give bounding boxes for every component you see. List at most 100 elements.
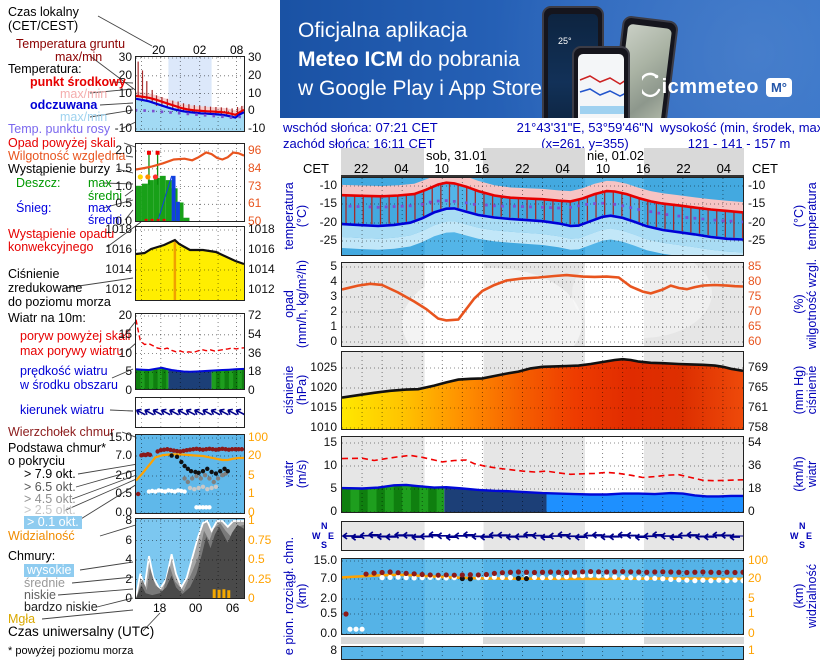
legend-rain-max: max xyxy=(88,176,112,190)
night-band xyxy=(483,637,586,644)
hour-tick: 16 xyxy=(635,161,651,176)
legend-temp-mid: punkt środkowy xyxy=(30,75,126,89)
axis-tick: 0 xyxy=(748,626,755,640)
axis-tick: 18 xyxy=(748,481,762,495)
legend-ground-temp-maxmin: max/min xyxy=(55,50,103,64)
axis-tick: 0 xyxy=(748,504,755,518)
axis-tick: 20 xyxy=(748,571,762,585)
axis-label: (mm Hg) ciśnienie xyxy=(792,365,819,415)
axis-tick: 18 xyxy=(248,364,262,379)
axis-tick: 1 xyxy=(248,486,255,500)
legend-wind10m: Wiatr na 10m: xyxy=(8,311,86,325)
axis-tick: 0.75 xyxy=(248,532,272,547)
axis-tick: 0.0 xyxy=(115,505,132,519)
axis-tick: 54 xyxy=(748,435,762,449)
hour-ticks: 22 04 10 16 22 04 10 16 22 04 xyxy=(341,161,744,176)
axis-tick: 0 xyxy=(248,383,255,397)
night-band xyxy=(341,637,425,644)
axis-tick: 5 xyxy=(248,468,255,482)
axis-tick: 10 xyxy=(323,458,337,472)
axis-tick: 2.0 xyxy=(115,143,132,157)
legend-visibility: Widzialność xyxy=(8,529,75,543)
axis-tick: 0 xyxy=(125,103,132,118)
legend-okta-45: > 4.5 okt. xyxy=(24,492,76,506)
axis-tick: 1018 xyxy=(248,222,275,236)
altitude-info: wysokość (min, środek, max) 121 - 141 - … xyxy=(660,120,820,152)
axis-tick: 0 xyxy=(330,504,337,518)
wind-direction-chart xyxy=(341,521,744,551)
axis-tick: 6 xyxy=(125,532,132,547)
mini-precip-humidity-chart xyxy=(135,143,245,222)
axis-tick: 7.0 xyxy=(320,571,337,585)
axis-tick: 1014 xyxy=(248,262,275,276)
date-label-sun: nie, 01.02 xyxy=(587,148,645,163)
legend-pressure-1: Ciśnienie xyxy=(8,267,60,281)
axis-tick: 769 xyxy=(748,360,769,374)
axis-tick: 0.5 xyxy=(248,552,265,566)
axis-label: e pion. rozciągł. chm. (km) xyxy=(282,536,309,656)
axis-tick: 15.0 xyxy=(108,430,132,444)
axis-tick: 0.5 xyxy=(115,486,132,500)
legend-conv-precip-1: Wystąpienie opadu xyxy=(8,227,115,241)
axis-label: (km/h) wiatr xyxy=(792,456,819,492)
axis-tick: 761 xyxy=(748,400,769,414)
axis-tick: 10 xyxy=(248,85,262,100)
phone-temp-reading: 25° xyxy=(558,36,572,46)
day-night-strip xyxy=(341,637,744,644)
mini-xtick-00: 00 xyxy=(189,601,203,615)
axis-tick: 1 xyxy=(330,319,337,333)
axis-tick: -10 xyxy=(248,121,266,135)
sunrise-time: wschód słońca: 07:21 CET xyxy=(283,120,438,135)
axis-tick: 8 xyxy=(125,513,132,527)
legend-panel: Czas lokalny (CET/CEST) Temperatura grun… xyxy=(0,0,280,660)
mini-wind-chart xyxy=(135,313,245,390)
axis-tick: 96 xyxy=(248,143,262,157)
axis-tick: 84 xyxy=(248,160,262,175)
legend-rain-mean: średni xyxy=(88,189,123,203)
hour-tick: 10 xyxy=(595,161,611,176)
axis-tick: 0.5 xyxy=(320,606,337,620)
axis-tick: 1015 xyxy=(310,400,337,414)
time-axis: sob, 31.01 nie, 01.02 22 04 10 16 22 04 10 16 22… xyxy=(341,148,744,177)
legend-snow-mean: średni xyxy=(88,213,123,227)
axis-tick: 1012 xyxy=(248,282,275,296)
legend-okta-25: > 2.5 okt. xyxy=(24,503,76,517)
hour-tick: 22 xyxy=(515,161,530,176)
axis-tick: -20 xyxy=(319,215,337,229)
axis-tick: 2.0 xyxy=(320,591,337,605)
app-promo-banner[interactable]: Oficjalna aplikacja Meteo ICM do pobrani… xyxy=(280,0,820,118)
axis-tick: 36 xyxy=(748,458,762,472)
axis-tick: 65 xyxy=(748,319,762,333)
axis-tick: -15 xyxy=(319,196,337,210)
night-band xyxy=(341,148,425,175)
sunset-time: zachód słońca: 16:11 CET xyxy=(283,136,435,151)
hour-tick: 04 xyxy=(394,161,409,176)
axis-tick: 15.0 xyxy=(313,553,337,567)
mini-xtick-08: 08 xyxy=(230,43,244,57)
axis-tick: 72 xyxy=(248,308,262,322)
axis-tick: -25 xyxy=(748,233,766,247)
axis-tick: 10 xyxy=(118,345,132,360)
cloud-extent-chart xyxy=(341,558,744,635)
legend-clouds-high: wysokie xyxy=(24,564,75,577)
axis-tick: 1020 xyxy=(310,380,337,394)
location-coords: 21°43'31"E, 53°59'46"N (x=261, y=355) xyxy=(460,120,710,152)
axis-tick: 2.0 xyxy=(115,468,132,482)
axis-tick: 0.25 xyxy=(248,571,272,586)
axis-tick: 1025 xyxy=(310,360,337,374)
legend-snow-max: max xyxy=(88,201,112,215)
alt-values: 121 - 141 - 157 m xyxy=(687,136,791,151)
axis-tick: 2 xyxy=(125,571,132,586)
axis-tick: 10 xyxy=(118,85,132,100)
cloud-cover-chart-cut xyxy=(341,646,744,660)
precip-humidity-chart xyxy=(341,262,744,347)
axis-tick: -20 xyxy=(748,215,766,229)
axis-tick: 100 xyxy=(248,430,269,444)
night-band xyxy=(644,148,744,175)
axis-tick: 5 xyxy=(330,481,337,495)
pressure-chart xyxy=(341,351,744,430)
date-label-sat: sob, 31.01 xyxy=(426,148,487,163)
axis-tick: 0 xyxy=(125,383,132,397)
axis-label: (°C) temperatura xyxy=(792,182,819,250)
